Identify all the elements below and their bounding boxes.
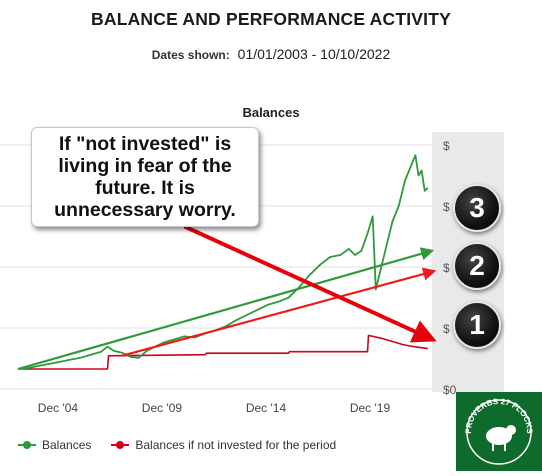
callout-line: If "not invested" is — [58, 133, 232, 155]
chart-title: Balances — [242, 105, 300, 120]
series-line-balances — [17, 154, 429, 370]
y-tick-label: $ — [443, 261, 450, 275]
annotation-arrow — [183, 224, 437, 343]
x-tick-label: Dec '19 — [350, 401, 391, 415]
dates-value: 01/01/2003 - 10/10/2022 — [237, 46, 391, 62]
x-tick-label: Dec '14 — [246, 401, 287, 415]
y-tick-label: $0 — [443, 383, 457, 397]
annotation-arrow — [121, 267, 437, 357]
page-title: BALANCE AND PERFORMANCE ACTIVITY — [91, 9, 451, 29]
y-tick-label: $ — [443, 322, 450, 336]
dates-label: Dates shown: — [151, 48, 230, 62]
legend-swatch-not-invested — [111, 440, 130, 450]
annotation-arrow — [17, 247, 435, 371]
callout-line: living in fear of the — [58, 155, 232, 177]
x-tick-label: Dec '04 — [38, 401, 79, 415]
legend-item-not-invested[interactable]: Balances if not invested for the period — [111, 438, 336, 452]
legend-item-balances[interactable]: Balances — [18, 438, 91, 452]
badge-2: 2 — [453, 242, 501, 290]
dates-shown: Dates shown: 01/01/2003 - 10/10/2022 — [0, 46, 542, 62]
annotation-callout: If "not invested" is living in fear of t… — [31, 127, 259, 227]
x-tick-label: Dec '09 — [142, 401, 183, 415]
legend-label-balances: Balances — [42, 438, 92, 452]
legend-swatch-balances — [18, 440, 36, 450]
proverbs-flocks-logo: PROVERBS 27 FLOCKS — [456, 392, 542, 471]
chart-legend: Balances Balances if not invested for th… — [18, 438, 356, 452]
y-tick-label: $ — [443, 139, 450, 153]
callout-line: future. It is — [95, 177, 195, 199]
legend-label-not-invested: Balances if not invested for the period — [135, 438, 337, 452]
badge-1: 1 — [453, 301, 501, 349]
y-tick-label: $ — [443, 200, 450, 214]
badge-3: 3 — [453, 184, 501, 232]
callout-line: unnecessary worry. — [54, 199, 236, 221]
